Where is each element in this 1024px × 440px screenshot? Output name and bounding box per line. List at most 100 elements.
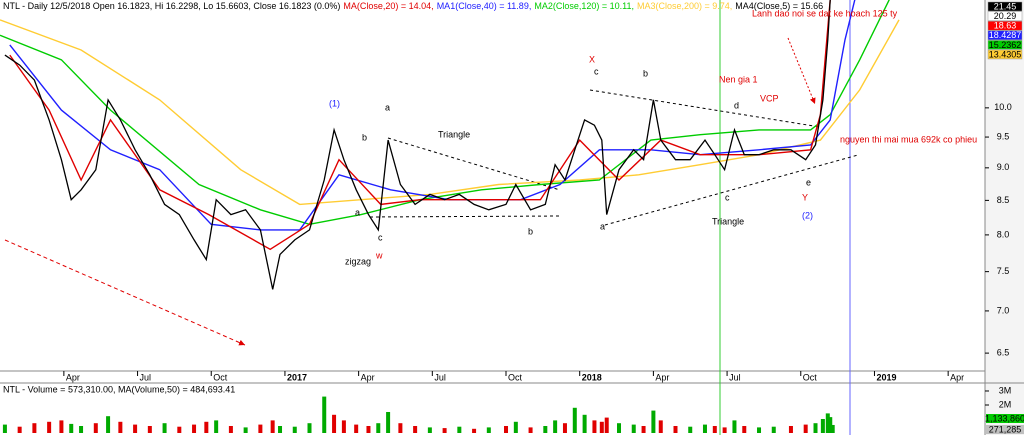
volume-bar bbox=[386, 411, 391, 433]
volume-bar bbox=[673, 425, 678, 433]
price-line bbox=[0, 19, 900, 206]
volume-bar bbox=[457, 426, 462, 433]
volume-bar bbox=[820, 418, 825, 433]
x-tick-label: 2018 bbox=[582, 372, 602, 382]
y-tick-label: 2M bbox=[999, 399, 1012, 409]
x-tick-label: Jul bbox=[140, 372, 152, 382]
legend-entry: MA2(Close,120) = 10.11, bbox=[534, 1, 634, 11]
volume-bar bbox=[133, 424, 138, 433]
y-tick-label: 9.5 bbox=[997, 131, 1010, 141]
annotation: zigzag bbox=[345, 256, 371, 266]
trend-line bbox=[369, 215, 561, 218]
volume-bar bbox=[332, 414, 337, 433]
volume-bar bbox=[177, 426, 182, 433]
volume-bar bbox=[228, 425, 233, 433]
price-badge bbox=[987, 1, 1023, 12]
volume-bar bbox=[366, 425, 371, 433]
volume-bar bbox=[243, 427, 248, 433]
annotation: c bbox=[594, 66, 599, 76]
volume-bar bbox=[106, 416, 111, 433]
price-badge bbox=[987, 20, 1023, 31]
volume-bar bbox=[292, 426, 297, 433]
volume-bar bbox=[732, 420, 737, 433]
annotation: nguyen thi mai mua 692k co phieu bbox=[840, 134, 977, 144]
volume-bar bbox=[472, 428, 477, 433]
volume-bar bbox=[543, 425, 548, 433]
annotation: VCP bbox=[760, 93, 779, 103]
volume-bar bbox=[830, 424, 835, 433]
x-tick-label: Apr bbox=[655, 372, 669, 382]
volume-bar bbox=[93, 423, 98, 433]
volume-bar bbox=[813, 423, 818, 433]
volume-bar bbox=[528, 427, 533, 433]
volume-bar bbox=[307, 423, 312, 433]
price-badge-label: 18.4287 bbox=[989, 30, 1022, 40]
price-badge-label: 15.2362 bbox=[989, 40, 1022, 50]
volume-bar bbox=[702, 424, 707, 433]
volume-bar bbox=[341, 420, 346, 433]
price-line bbox=[4, 0, 831, 290]
volume-bar bbox=[599, 421, 604, 433]
annotation: c bbox=[725, 192, 730, 202]
volume-bar bbox=[722, 427, 727, 433]
annotation: Triangle bbox=[712, 216, 744, 226]
annotation: w bbox=[375, 250, 383, 260]
x-tick-label: 2019 bbox=[876, 372, 896, 382]
trend-lines bbox=[369, 89, 859, 226]
volume-bar bbox=[278, 425, 283, 433]
volume-bar bbox=[47, 421, 52, 433]
trend-line bbox=[604, 154, 859, 226]
volume-bar bbox=[192, 424, 197, 433]
annotation: a bbox=[355, 207, 360, 217]
volume-bar bbox=[592, 420, 597, 433]
price-badge-label: 18.63 bbox=[994, 21, 1017, 31]
volume-bar bbox=[427, 427, 432, 433]
annotation: Lanh dao noi se dat ke hoach 125 ty bbox=[752, 8, 898, 18]
volume-bar bbox=[442, 428, 447, 433]
volume-bar bbox=[322, 396, 327, 433]
annotation: d bbox=[734, 100, 739, 110]
volume-bar bbox=[742, 425, 747, 433]
volume-bar bbox=[641, 425, 646, 433]
price-badge-label: 13.4305 bbox=[989, 49, 1022, 59]
x-tick-label: Oct bbox=[803, 372, 818, 382]
plot bbox=[0, 0, 900, 290]
annotation: Nen gia 1 bbox=[719, 74, 758, 84]
volume-bar bbox=[413, 425, 418, 433]
volume-bar bbox=[631, 424, 636, 433]
volume-bar bbox=[712, 425, 717, 433]
x-tick-label: Apr bbox=[361, 372, 375, 382]
price-badge bbox=[987, 11, 1023, 21]
volume-bar bbox=[147, 425, 152, 433]
price-line bbox=[9, 0, 831, 251]
volume-bar bbox=[562, 423, 567, 433]
y-tick-label: 7.5 bbox=[997, 266, 1010, 276]
title: NTL - Daily 12/5/2018 Open 16.1823, Hi 1… bbox=[3, 1, 340, 11]
header: NTL - Daily 12/5/2018 Open 16.1823, Hi 1… bbox=[3, 1, 823, 11]
y-tick-label: 8.0 bbox=[997, 229, 1010, 239]
price-line bbox=[0, 0, 890, 226]
volume-badge-label: 1,133,860 bbox=[985, 413, 1024, 423]
volume-bar bbox=[59, 420, 64, 433]
volume-badge bbox=[986, 425, 1024, 434]
annotation: e bbox=[806, 177, 811, 187]
volume-bar bbox=[376, 423, 381, 433]
volume-bar bbox=[617, 423, 622, 433]
y-tick-label: 8.5 bbox=[997, 195, 1010, 205]
volume-bar bbox=[757, 427, 762, 433]
volume-bar bbox=[32, 423, 37, 433]
volume-bar bbox=[258, 424, 263, 433]
volume-bar bbox=[214, 420, 219, 433]
volume-bar bbox=[604, 417, 609, 433]
volume-bar bbox=[803, 424, 808, 433]
legend-entry: MA(Close,20) = 14.04, bbox=[343, 1, 433, 11]
volume-bar bbox=[513, 421, 518, 433]
volume-bar bbox=[828, 417, 833, 433]
price-badge bbox=[987, 40, 1023, 50]
volume-bar bbox=[270, 420, 275, 433]
volume-bar bbox=[2, 424, 7, 433]
volume-bar bbox=[17, 426, 22, 433]
volume-title: NTL - Volume = 573,310.00, MA(Volume,50)… bbox=[3, 384, 235, 394]
